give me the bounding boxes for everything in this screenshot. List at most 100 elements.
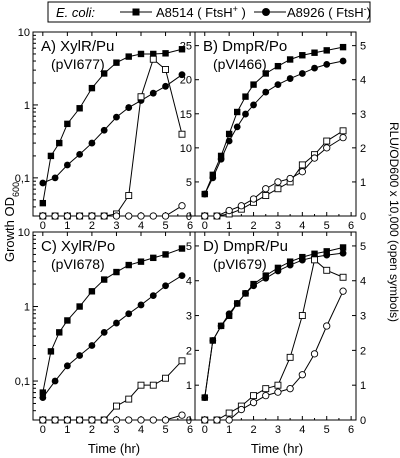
panel-a-point-open-square bbox=[162, 66, 169, 73]
panel-b-x-tick-label: 6 bbox=[348, 220, 354, 232]
legend: E. coli: A8514 ( FtsH+ ) A8926 ( FtsH-) bbox=[47, 1, 371, 23]
panel-a-x-tick-label: 3 bbox=[113, 220, 119, 232]
panel-b-point-filled-square bbox=[262, 70, 269, 77]
panel-c-x-tick-label: 1 bbox=[64, 424, 70, 436]
panel-a-point-filled-circle bbox=[149, 89, 157, 97]
panel-b-point-filled-circle bbox=[233, 123, 241, 131]
panel-b-right-tick-label: 4 bbox=[360, 75, 366, 87]
panel-d-point-filled-circle bbox=[201, 394, 209, 401]
panel-d-rlu-tick-label: 0 bbox=[186, 415, 192, 427]
panel-d-right-tick-label: 4 bbox=[360, 276, 366, 288]
panel-b-point-open-circle bbox=[339, 133, 347, 142]
panel-d-point-filled-circle bbox=[233, 300, 241, 307]
panel-d-title: D) DmpR/Pu bbox=[203, 238, 288, 255]
panel-b-point-open-square bbox=[262, 192, 270, 200]
panel-d-right-tick-label: 0 bbox=[360, 415, 366, 427]
panel-a-subtitle: (pVI677) bbox=[51, 56, 105, 72]
panel-b-point-filled-circle bbox=[286, 75, 294, 82]
panel-a-point-filled-square bbox=[100, 70, 108, 77]
panel-c-point-filled-circle bbox=[63, 362, 71, 370]
panel-d-point-open-circle bbox=[339, 287, 347, 295]
panel-b-point-filled-circle bbox=[323, 60, 331, 68]
panel-d-point-open-square bbox=[339, 273, 347, 281]
panel-d-series-line bbox=[204, 252, 344, 398]
panel-d-right-tick-label: 3 bbox=[360, 311, 366, 323]
panel-a-x-tick-label: 4 bbox=[138, 220, 144, 232]
legend-genotype-a8514: FtsH bbox=[205, 5, 232, 20]
panel-c-point-filled-circle bbox=[162, 282, 169, 290]
panel-a-point-open-circle bbox=[100, 212, 108, 220]
panel-d-point-filled-circle bbox=[323, 251, 331, 259]
panel-b-right-tick-label: 0 bbox=[360, 211, 366, 223]
panel-b-point-open-circle bbox=[201, 212, 209, 220]
panel-d-point-filled-square bbox=[286, 258, 294, 265]
panel-d-point-filled-circle bbox=[250, 282, 257, 290]
panel-a-point-filled-square bbox=[39, 199, 47, 207]
panel-a-series-line bbox=[42, 58, 183, 217]
panel-d-point-open-square bbox=[311, 256, 318, 264]
panel-d-x-tick-label: 0 bbox=[202, 424, 208, 436]
panel-c-point-filled-square bbox=[76, 303, 83, 310]
y-left-label-subscript: 600 bbox=[11, 182, 21, 197]
panel-a-point-filled-square bbox=[88, 84, 96, 92]
panel-d-point-open-square bbox=[298, 312, 306, 320]
panel-a-chart: 0 1 2 3 4 5 6 0,1 1 10 A) XylR/Pu(pVI677) bbox=[15, 27, 196, 232]
panel-b-frame bbox=[194, 31, 357, 217]
panel-d-point-filled-square bbox=[323, 248, 330, 255]
panel-b-x-tick-label: 2 bbox=[250, 220, 256, 232]
panel-b-point-filled-circle bbox=[242, 110, 249, 118]
panel-d-right-tick-label: 5 bbox=[360, 241, 366, 253]
panel-d-x-tick-label: 1 bbox=[226, 424, 232, 436]
panel-d-series-line bbox=[204, 258, 344, 421]
panel-d-series-line bbox=[204, 290, 344, 421]
panel-d-point-open-square bbox=[250, 392, 257, 400]
panel-c-point-filled-square bbox=[137, 258, 145, 265]
panel-d-point-filled-circle bbox=[339, 249, 347, 257]
panel-c-point-open-square bbox=[125, 395, 133, 403]
panel-a-point-open-circle bbox=[88, 212, 96, 220]
panel-d-point-open-square bbox=[225, 409, 233, 417]
panel-b-point-filled-square bbox=[250, 81, 257, 88]
panel-d-x-tick-label: 2 bbox=[250, 424, 256, 436]
panel-b-point-open-square bbox=[298, 161, 306, 169]
panel-b-point-open-square bbox=[323, 137, 331, 145]
panel-a-point-filled-circle bbox=[162, 82, 169, 90]
panel-a-point-filled-circle bbox=[88, 139, 96, 147]
panel-b-point-filled-square bbox=[311, 49, 318, 56]
legend-sign-a8926: - bbox=[364, 4, 367, 14]
panel-a-series-line bbox=[42, 48, 183, 204]
panel-a-point-filled-circle bbox=[51, 174, 59, 182]
panel-a-point-open-circle bbox=[39, 212, 47, 220]
panel-a-point-filled-circle bbox=[100, 126, 108, 134]
panel-b-point-open-circle bbox=[274, 178, 282, 186]
panel-a-x-tick-label: 1 bbox=[64, 220, 70, 232]
y-left-label-text: Growth OD bbox=[2, 197, 17, 262]
panel-a-point-open-square bbox=[137, 93, 145, 101]
panel-c-point-filled-circle bbox=[125, 310, 133, 318]
panel-a-point-filled-circle bbox=[39, 179, 47, 187]
panel-d-point-filled-circle bbox=[209, 337, 217, 344]
panel-b-x-tick-label: 0 bbox=[202, 220, 208, 232]
legend-paren-open-2: ( bbox=[325, 5, 337, 20]
panel-d-point-open-circle bbox=[201, 416, 209, 424]
panel-b-title: B) DmpR/Po bbox=[203, 38, 287, 55]
legend-paren-open-1: ( bbox=[194, 5, 206, 20]
panel-b-point-filled-square bbox=[225, 130, 233, 138]
panel-b-point-filled-square bbox=[323, 47, 330, 54]
panel-a-title: A) XylR/Pu bbox=[41, 38, 114, 55]
legend-prefix: E. coli: bbox=[56, 5, 95, 20]
panel-c-point-filled-circle bbox=[137, 301, 145, 309]
panel-b-x-tick-label: 4 bbox=[299, 220, 305, 232]
panel-d-point-filled-circle bbox=[225, 310, 233, 318]
panel-b-point-filled-circle bbox=[225, 137, 233, 145]
panel-c-x-tick-label: 3 bbox=[113, 424, 119, 436]
panel-d-point-open-circle bbox=[225, 416, 233, 424]
panel-c-point-open-circle bbox=[88, 416, 96, 424]
panel-d-point-filled-circle bbox=[298, 256, 306, 264]
panel-b-right-tick-label: 2 bbox=[360, 143, 366, 155]
panel-b-rlu-tick-label: 20 bbox=[180, 75, 192, 87]
panel-a-point-open-circle bbox=[112, 212, 121, 220]
